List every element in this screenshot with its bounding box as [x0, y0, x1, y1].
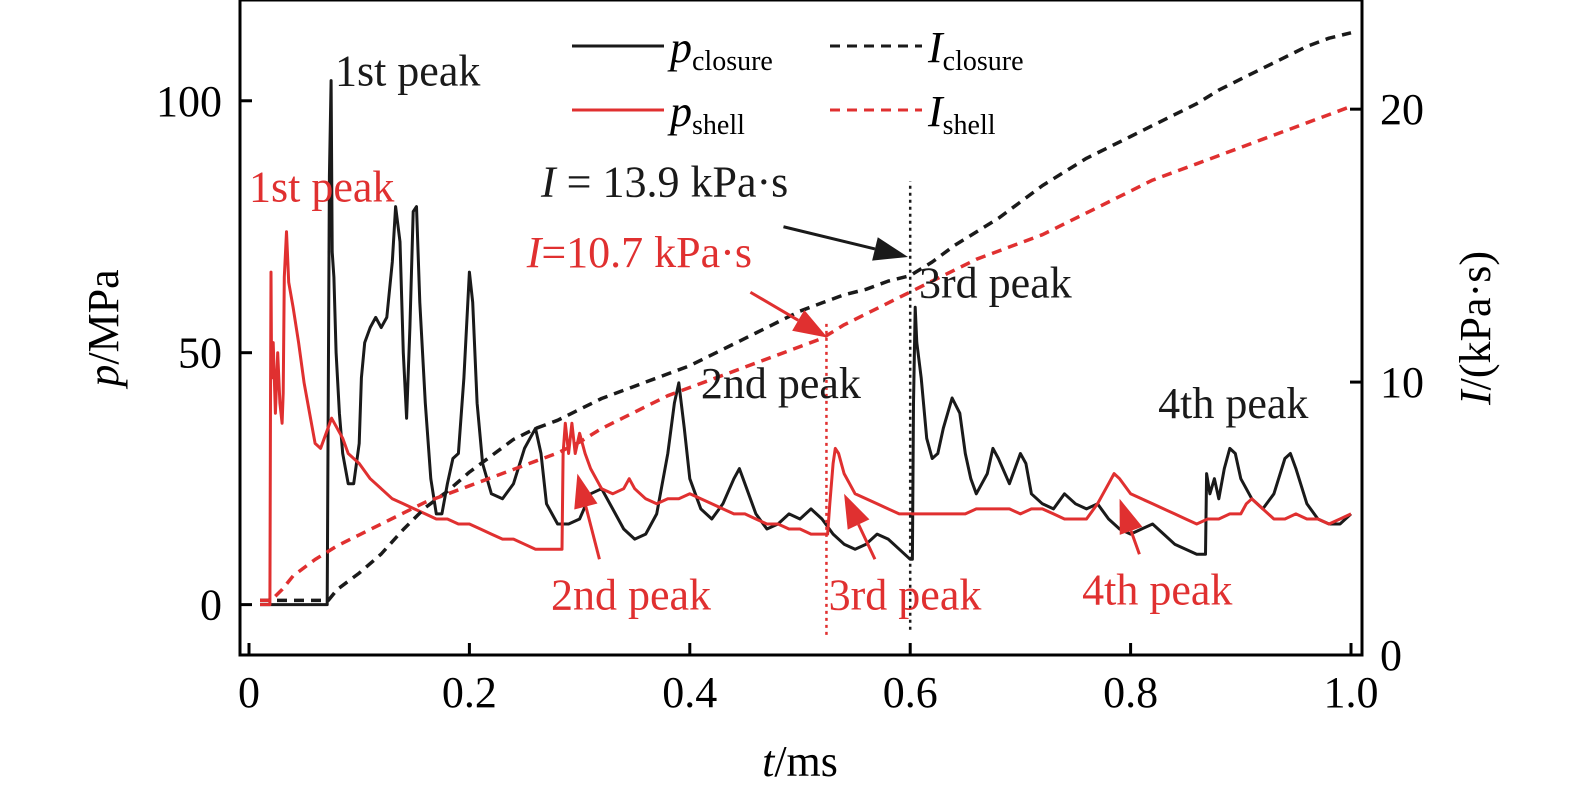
peak-annotation: 2nd peak: [551, 571, 711, 620]
series-line-p-closure: [260, 79, 1353, 607]
legend-subscript: closure: [692, 46, 773, 77]
impulse-value: =10.7 kPa·s: [541, 228, 752, 277]
legend-symbol: p: [667, 87, 692, 136]
x-axis-label-symbol: t: [762, 737, 776, 786]
peak-annotation: 4th peak: [1082, 566, 1232, 615]
arrow-layer: [574, 225, 1143, 560]
impulse-annotation: I = 13.9 kPa·s: [540, 158, 788, 207]
annotation-arrow-head: [1119, 498, 1143, 535]
impulse-symbol: I: [540, 158, 558, 207]
impulse-value: = 13.9 kPa·s: [556, 158, 789, 207]
legend-subscript: shell: [943, 110, 996, 141]
annotation-arrow-shaft: [584, 506, 601, 560]
plot-frame: [238, 0, 1364, 657]
y-left-label-unit: /MPa: [79, 269, 128, 364]
annotation-arrow-head: [872, 237, 908, 261]
annotation-arrow-shaft: [783, 225, 876, 251]
y-left-tick-label: 0: [200, 581, 222, 630]
annotation-arrow-shaft: [857, 523, 877, 560]
peak-annotation: 3rd peak: [829, 571, 982, 620]
annotation-arrow-head: [574, 473, 598, 510]
y-right-label-symbol: I: [1451, 388, 1500, 406]
annotation-arrow-shaft: [1129, 530, 1141, 555]
legend-symbol: I: [927, 87, 945, 136]
peak-annotation: 3rd peak: [919, 258, 1072, 307]
y-right-tick-label: 0: [1380, 631, 1402, 680]
legend-subscript: closure: [943, 46, 1024, 77]
vline-layer: [825, 181, 912, 635]
series-line-I-shell: [260, 104, 1352, 603]
x-tick-label: 1.0: [1324, 668, 1379, 717]
series-layer: [260, 31, 1353, 607]
text-layer: 1st peak 1st peak 2nd peak 3rd peak 4th peak…: [249, 47, 1308, 620]
y-left-label-symbol: p: [79, 365, 128, 390]
legend-label: Iclosure: [927, 23, 1024, 77]
x-tick-label: 0.6: [883, 668, 938, 717]
y-left-tick-label: 100: [156, 77, 222, 126]
y-axis-label-left: p/MPa: [79, 269, 128, 389]
peak-annotation: 1st peak: [335, 47, 480, 96]
impulse-annotation: I=10.7 kPa·s: [526, 228, 752, 277]
x-tick-label: 0.8: [1103, 668, 1158, 717]
legend-label: pshell: [667, 87, 745, 141]
y-left-tick-label: 50: [178, 329, 222, 378]
peak-annotation: 2nd peak: [701, 359, 861, 408]
annotation-arrow-head: [792, 310, 828, 338]
x-tick-label: 0.2: [442, 668, 497, 717]
y-right-tick-label: 20: [1380, 85, 1424, 134]
x-axis-label: t/ms: [762, 737, 838, 786]
legend-label: pclosure: [667, 23, 773, 77]
legend-symbol: I: [927, 23, 945, 72]
legend-label: Ishell: [927, 87, 996, 141]
impulse-symbol: I: [526, 228, 544, 277]
series-line-I-closure: [260, 31, 1352, 603]
annotation-arrow-head: [844, 493, 870, 530]
x-tick-label: 0: [238, 668, 260, 717]
peak-annotation: 1st peak: [249, 163, 394, 212]
y-right-label-unit: /(kPa·s): [1451, 251, 1500, 390]
legend-symbol: p: [667, 23, 692, 72]
peak-annotation: 4th peak: [1158, 379, 1308, 428]
x-tick-label: 0.4: [662, 668, 717, 717]
y-axis-label-right: I/(kPa·s): [1451, 251, 1500, 406]
annotation-arrow-shaft: [749, 290, 799, 322]
x-axis-label-unit: /ms: [774, 737, 838, 786]
legend-subscript: shell: [692, 110, 745, 141]
series-line-p-shell: [260, 230, 1352, 607]
y-right-tick-label: 10: [1380, 358, 1424, 407]
